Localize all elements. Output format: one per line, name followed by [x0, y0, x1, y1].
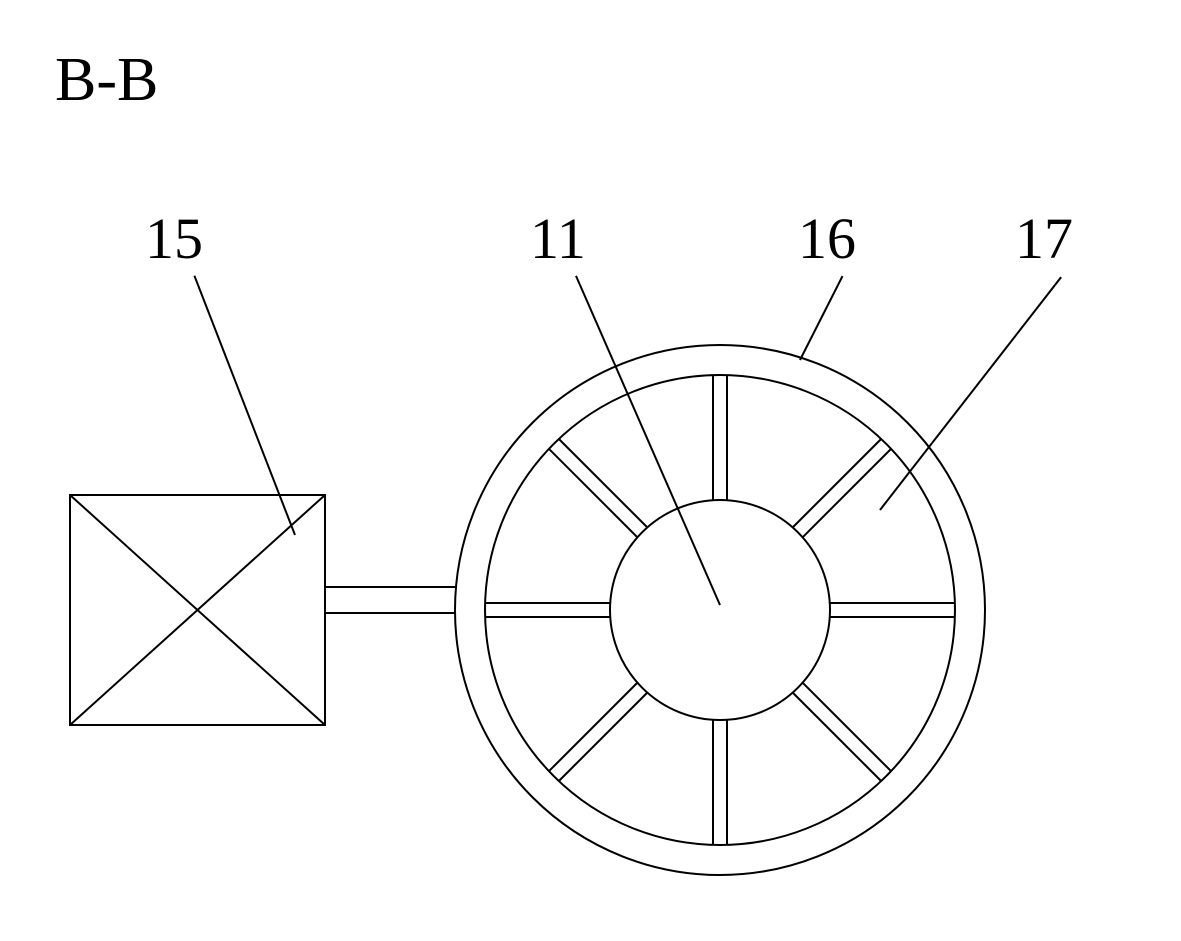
- spoke-edge: [793, 693, 881, 781]
- callout-leader-15: [198, 285, 295, 535]
- callout-tick-15: [194, 276, 198, 285]
- callout-tick-11: [576, 276, 580, 285]
- wheel-hub: [610, 500, 830, 720]
- callout-leader-11: [580, 285, 720, 605]
- callout-leader-16: [800, 285, 838, 360]
- callout-tick-17: [1055, 277, 1061, 285]
- spoke-edge: [549, 683, 637, 771]
- spoke-edge: [793, 439, 881, 527]
- spoke-edge: [803, 683, 891, 771]
- spoke-edge: [559, 439, 647, 527]
- wheel-outer: [455, 345, 985, 875]
- spoke-edge: [559, 693, 647, 781]
- diagram-svg: [0, 0, 1181, 941]
- spoke-edge: [549, 449, 637, 537]
- callout-leader-17: [880, 285, 1055, 510]
- callout-tick-16: [838, 276, 843, 285]
- wheel-rim-inner: [485, 375, 955, 845]
- spoke-edge: [803, 449, 891, 537]
